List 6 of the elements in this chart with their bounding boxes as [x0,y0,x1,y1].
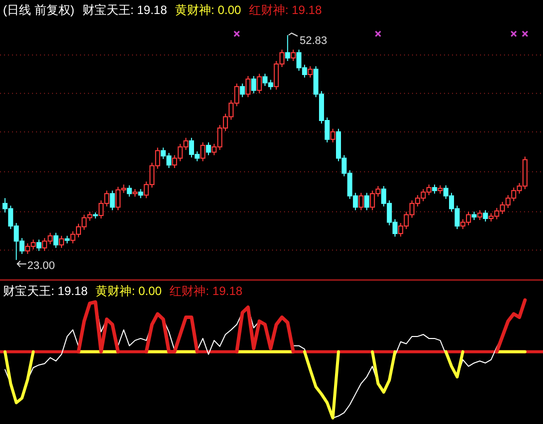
high-label: 52.83 [300,35,328,48]
annotation: 黄财神: 0.00 [175,3,242,17]
low-label: 23.00 [27,260,55,272]
annotation: 红财神: 19.18 [249,3,322,17]
title: (日线 前复权) [3,3,74,17]
annotation: 财宝天王: 19.18 [82,3,168,17]
